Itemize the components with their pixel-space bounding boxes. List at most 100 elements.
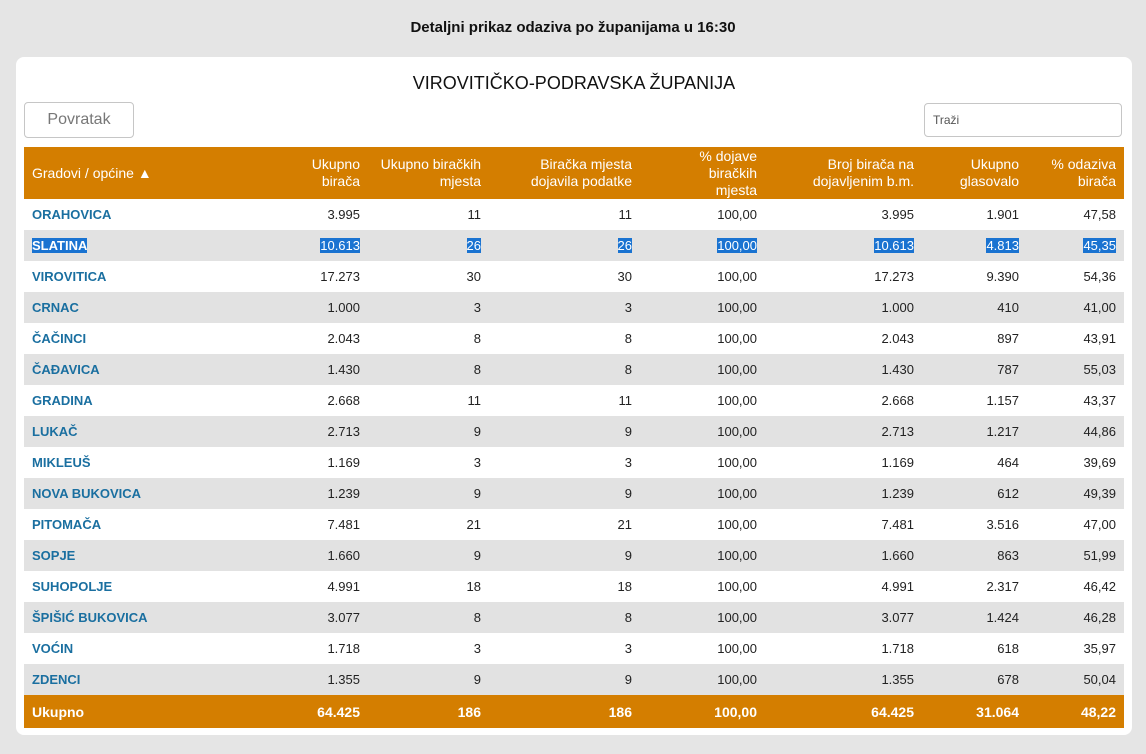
report-percent-cell: 100,00 — [640, 323, 765, 354]
cell-value: 3.077 — [881, 610, 914, 625]
city-link[interactable]: GRADINA — [32, 393, 93, 408]
turnout-percent-cell: 47,00 — [1027, 509, 1124, 540]
city-cell: ŠPIŠIĆ BUKOVICA — [24, 602, 264, 633]
voters-reported-cell: 7.481 — [765, 509, 922, 540]
search-input[interactable] — [924, 103, 1122, 137]
column-header-total-polling-stations[interactable]: Ukupno biračkih mjesta — [368, 147, 489, 199]
city-link[interactable]: MIKLEUŠ — [32, 455, 91, 470]
polling-stations-cell: 11 — [368, 385, 489, 416]
cell-value: 3 — [624, 641, 632, 656]
turnout-percent-cell: 55,03 — [1027, 354, 1124, 385]
cell-value: 2.317 — [986, 579, 1019, 594]
city-cell: LUKAČ — [24, 416, 264, 447]
voters-reported-cell: 2.043 — [765, 323, 922, 354]
total-voted-cell: 410 — [922, 292, 1027, 323]
report-percent-cell: 100,00 — [640, 633, 765, 664]
turnout-table-wrapper: Gradovi / općine ▲ Ukupno birača Ukupno b… — [24, 147, 1124, 728]
total-voters-cell: 1.355 — [264, 664, 368, 695]
page-title: Detaljni prikaz odaziva po županijama u … — [410, 19, 736, 36]
report-percent-cell: 100,00 — [640, 571, 765, 602]
voters-reported-cell: 2.668 — [765, 385, 922, 416]
city-link[interactable]: VOĆIN — [32, 641, 74, 656]
cell-value: 2.668 — [881, 393, 914, 408]
report-percent-cell: 100,00 — [640, 602, 765, 633]
cell-value: 1.169 — [327, 455, 360, 470]
report-percent-cell: 100,00 — [640, 478, 765, 509]
cell-value: 100,00 — [717, 393, 757, 408]
polling-stations-cell: 8 — [368, 323, 489, 354]
cell-value: 1.217 — [986, 424, 1019, 439]
column-header-total-voted[interactable]: Ukupno glasovalo — [922, 147, 1027, 199]
cell-value: 787 — [997, 362, 1019, 377]
report-percent-cell: 100,00 — [640, 199, 765, 230]
city-link[interactable]: SUHOPOLJE — [32, 579, 113, 594]
cell-value: 47,58 — [1083, 207, 1116, 222]
cell-value: 3.516 — [986, 517, 1019, 532]
column-header-report-percent[interactable]: % dojave biračkih mjesta — [640, 147, 765, 199]
cell-value: 41,00 — [1083, 300, 1116, 315]
cell-value: 47,00 — [1083, 517, 1116, 532]
table-row: ŠPIŠIĆ BUKOVICA 3.077 8 8 100,00 3.077 1.424 46… — [24, 602, 1124, 633]
report-percent-cell: 100,00 — [640, 447, 765, 478]
cell-value: 100,00 — [717, 362, 757, 377]
total-voted-cell: 612 — [922, 478, 1027, 509]
city-cell: VOĆIN — [24, 633, 264, 664]
cell-value: 21 — [466, 517, 481, 532]
report-percent-cell: 100,00 — [640, 354, 765, 385]
cell-value: 1.000 — [327, 300, 360, 315]
reported-stations-cell: 3 — [489, 633, 640, 664]
cell-value: 10.613 — [874, 238, 914, 253]
back-button[interactable]: Povratak — [24, 102, 134, 138]
cell-value: 4.813 — [986, 238, 1019, 253]
cell-value: 9 — [624, 424, 632, 439]
city-link[interactable]: ŠPIŠIĆ BUKOVICA — [32, 610, 148, 625]
turnout-percent-cell: 49,39 — [1027, 478, 1124, 509]
city-link[interactable]: SOPJE — [32, 548, 76, 563]
cell-value: 9 — [624, 486, 632, 501]
voters-reported-cell: 1.239 — [765, 478, 922, 509]
city-link[interactable]: VIROVITICA — [32, 269, 107, 284]
column-header-reported-stations[interactable]: Biračka mjesta dojavila podatke — [489, 147, 640, 199]
column-header-voters-reported[interactable]: Broj birača na dojavljenim b.m. — [765, 147, 922, 199]
city-link[interactable]: LUKAČ — [32, 424, 78, 439]
city-link[interactable]: PITOMAČA — [32, 517, 102, 532]
cell-value: 17.273 — [320, 269, 360, 284]
total-voted-cell: 3.516 — [922, 509, 1027, 540]
table-row: SLATINA 10.613 26 26 100,00 10.613 4.813 45,35 — [24, 230, 1124, 261]
city-link[interactable]: ZDENCI — [32, 672, 81, 687]
city-link[interactable]: ORAHOVICA — [32, 207, 112, 222]
cell-value: 100,00 — [717, 548, 757, 563]
column-header-total-voters[interactable]: Ukupno birača — [264, 147, 368, 199]
cell-value: 100,00 — [717, 331, 757, 346]
column-header-city[interactable]: Gradovi / općine ▲ — [24, 147, 264, 199]
cell-value: 1.660 — [327, 548, 360, 563]
city-link[interactable]: CRNAC — [32, 300, 79, 315]
cell-value: 8 — [624, 331, 632, 346]
column-header-turnout-percent[interactable]: % odaziva birača — [1027, 147, 1124, 199]
cell-value: 1.430 — [881, 362, 914, 377]
cell-value: 2.668 — [327, 393, 360, 408]
cell-value: 3 — [473, 300, 481, 315]
polling-stations-cell: 26 — [368, 230, 489, 261]
city-link[interactable]: NOVA BUKOVICA — [32, 486, 142, 501]
turnout-percent-cell: 44,86 — [1027, 416, 1124, 447]
voters-reported-cell: 1.355 — [765, 664, 922, 695]
total-voted-cell: 1.157 — [922, 385, 1027, 416]
totals-cell: 48,22 — [1027, 695, 1124, 728]
cell-value: 39,69 — [1083, 455, 1116, 470]
reported-stations-cell: 8 — [489, 354, 640, 385]
table-row: CRNAC 1.000 3 3 100,00 1.000 410 41,00 — [24, 292, 1124, 323]
city-link[interactable]: ČAČINCI — [32, 331, 87, 346]
city-link[interactable]: ČAĐAVICA — [32, 362, 100, 377]
report-percent-cell: 100,00 — [640, 385, 765, 416]
city-link[interactable]: SLATINA — [32, 238, 88, 253]
cell-value: 46,42 — [1083, 579, 1116, 594]
totals-row: Ukupno 64.425 186 186 100,00 64.425 31.0… — [24, 695, 1124, 728]
city-cell: NOVA BUKOVICA — [24, 478, 264, 509]
city-cell: VIROVITICA — [24, 261, 264, 292]
turnout-percent-cell: 46,28 — [1027, 602, 1124, 633]
report-percent-cell: 100,00 — [640, 664, 765, 695]
voters-reported-cell: 3.077 — [765, 602, 922, 633]
cell-value: 45,35 — [1083, 238, 1116, 253]
city-cell: ZDENCI — [24, 664, 264, 695]
